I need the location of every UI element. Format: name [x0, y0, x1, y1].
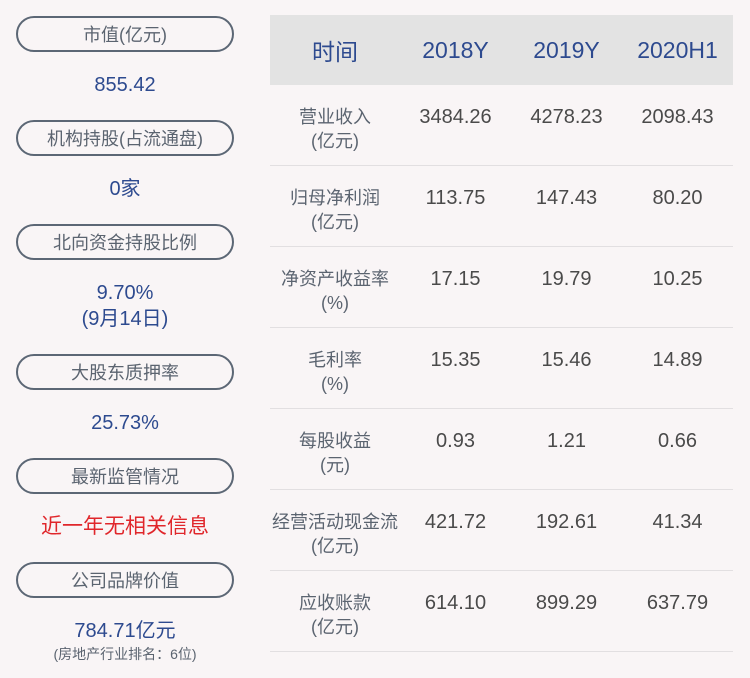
cell-2020h1: 80.20	[652, 187, 703, 209]
metric-name: 每股收益	[299, 431, 371, 451]
metric-unit: (亿元)	[311, 131, 359, 151]
row-label: 归母净利润 (亿元)	[270, 186, 400, 234]
row-label: 经营活动现金流 (亿元)	[270, 510, 400, 558]
cell-2019y: 192.61	[535, 511, 598, 533]
brand-value-label: 公司品牌价值	[16, 562, 234, 598]
table-row: 营业收入 (亿元) 3484.26 4278.23 2098.43	[270, 85, 733, 166]
cell-2019y: 19.79	[541, 268, 592, 290]
metric-name: 应收账款	[299, 593, 371, 613]
cell-2018y: 614.10	[424, 592, 487, 614]
pledge-ratio-label: 大股东质押率	[16, 354, 234, 390]
cell-2019y: 15.46	[541, 349, 592, 371]
cell-2020h1: 10.25	[652, 268, 703, 290]
cell-2019y: 899.29	[535, 592, 598, 614]
northbound-ratio-label: 北向资金持股比例	[16, 224, 234, 260]
table-row: 每股收益 (元) 0.93 1.21 0.66	[270, 409, 733, 490]
table-header: 时间 2018Y 2019Y 2020H1	[270, 15, 733, 85]
brand-value-value: 784.71亿元	[74, 620, 176, 642]
cell-2018y: 3484.26	[419, 106, 492, 128]
financial-table: 时间 2018Y 2019Y 2020H1 营业收入 (亿元) 3484.26 4…	[270, 15, 733, 652]
institutional-holding-label: 机构持股(占流通盘)	[16, 120, 234, 156]
cell-2019y: 4278.23	[530, 106, 603, 128]
table-row: 应收账款 (亿元) 614.10 899.29 637.79	[270, 571, 733, 652]
cell-2018y: 0.93	[436, 430, 475, 452]
pledge-ratio-value: 25.73%	[91, 412, 159, 434]
table-row: 经营活动现金流 (亿元) 421.72 192.61 41.34	[270, 490, 733, 571]
row-label: 应收账款 (亿元)	[270, 591, 400, 639]
row-label: 毛利率 (%)	[270, 348, 400, 396]
cell-2020h1: 2098.43	[641, 106, 714, 128]
table-row: 净资产收益率 (%) 17.15 19.79 10.25	[270, 247, 733, 328]
brand-value-rank-note: (房地产行业排名：6位)	[53, 646, 197, 662]
northbound-ratio-date: (9月14日)	[81, 308, 169, 330]
metric-unit: (亿元)	[311, 212, 359, 232]
header-time: 时间	[312, 39, 358, 65]
cell-2018y: 17.15	[430, 268, 481, 290]
market-cap-value: 855.42	[94, 74, 156, 96]
header-2018y: 2018Y	[422, 36, 489, 63]
metric-name: 净资产收益率	[281, 269, 389, 289]
table-row: 归母净利润 (亿元) 113.75 147.43 80.20	[270, 166, 733, 247]
row-label: 营业收入 (亿元)	[270, 105, 400, 153]
cell-2018y: 421.72	[424, 511, 487, 533]
cell-2018y: 113.75	[425, 187, 486, 209]
metric-unit: (元)	[320, 455, 350, 475]
metric-unit: (亿元)	[311, 536, 359, 556]
metric-unit: (亿元)	[311, 617, 359, 637]
metric-name: 归母净利润	[290, 188, 380, 208]
regulatory-status-label: 最新监管情况	[16, 458, 234, 494]
metric-name: 营业收入	[299, 107, 371, 127]
cell-2020h1: 41.34	[652, 511, 703, 533]
row-label: 每股收益 (元)	[270, 429, 400, 477]
metric-unit: (%)	[321, 293, 349, 313]
metric-unit: (%)	[321, 374, 349, 394]
cell-2019y: 1.21	[547, 430, 586, 452]
regulatory-status-value: 近一年无相关信息	[41, 515, 209, 538]
metric-name: 经营活动现金流	[272, 512, 398, 532]
cell-2018y: 15.35	[430, 349, 481, 371]
cell-2020h1: 14.89	[652, 349, 703, 371]
cell-2020h1: 0.66	[658, 430, 697, 452]
metric-name: 毛利率	[308, 350, 362, 370]
market-cap-label: 市值(亿元)	[16, 16, 234, 52]
northbound-ratio-value: 9.70%	[96, 282, 154, 304]
cell-2019y: 147.43	[535, 187, 598, 209]
cell-2020h1: 637.79	[646, 592, 709, 614]
table-row: 毛利率 (%) 15.35 15.46 14.89	[270, 328, 733, 409]
row-label: 净资产收益率 (%)	[270, 267, 400, 315]
header-2020h1: 2020H1	[637, 36, 718, 63]
header-2019y: 2019Y	[533, 36, 600, 63]
institutional-holding-value: 0家	[109, 178, 141, 200]
